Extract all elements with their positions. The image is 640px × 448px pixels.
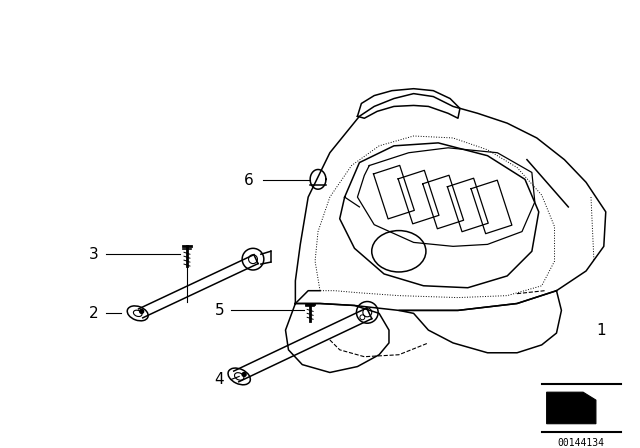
Text: 3: 3 [88, 247, 98, 262]
Text: 2: 2 [88, 306, 98, 321]
Text: 4: 4 [214, 372, 224, 387]
Text: 1: 1 [596, 323, 605, 338]
Text: 00144134: 00144134 [557, 439, 605, 448]
Circle shape [140, 310, 143, 313]
Polygon shape [547, 392, 596, 424]
Text: 5: 5 [214, 303, 224, 318]
Text: 6: 6 [244, 173, 254, 188]
Circle shape [242, 372, 246, 376]
